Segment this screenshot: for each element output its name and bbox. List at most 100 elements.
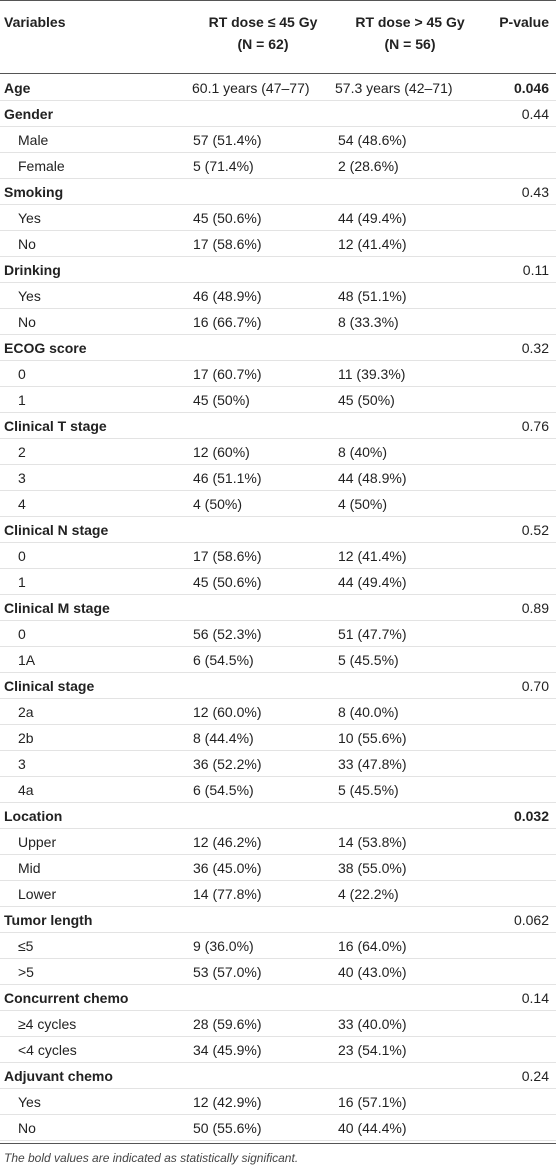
cell-low-dose: 5 (71.4%) [193, 158, 254, 174]
header-cell: Variables [4, 14, 66, 30]
table-row: Clinical N stage 0.52 [0, 517, 556, 543]
p-value: 0.43 [521, 184, 549, 200]
cell-low-dose: 28 (59.6%) [193, 1016, 262, 1032]
row-label: Clinical M stage [4, 600, 110, 616]
cell-high-dose: 12 (41.4%) [338, 236, 407, 252]
table-row: 1 45 (50.6%) 44 (49.4%) [0, 569, 556, 595]
row-label: Age [4, 80, 31, 96]
cell-high-dose: 4 (50%) [338, 496, 388, 512]
p-value: 0.14 [521, 990, 549, 1006]
table-row: 4 4 (50%) 4 (50%) [0, 491, 556, 517]
cell-high-dose: 44 (48.9%) [338, 470, 407, 486]
table-row: 2 12 (60%) 8 (40%) [0, 439, 556, 465]
header-line: (N = 56) [384, 36, 436, 52]
table-row: >5 53 (57.0%) 40 (43.0%) [0, 959, 556, 985]
row-label: 3 [18, 756, 26, 772]
row-label: Concurrent chemo [4, 990, 129, 1006]
p-value: 0.44 [521, 106, 549, 122]
cell-high-dose: 23 (54.1%) [338, 1042, 407, 1058]
table-bottom-rule [0, 1143, 556, 1144]
cell-low-dose: 60.1 years (47–77) [192, 80, 310, 96]
row-label: Mid [18, 860, 41, 876]
row-label: ECOG score [4, 340, 87, 356]
table-row: 3 36 (52.2%) 33 (47.8%) [0, 751, 556, 777]
table-row: Smoking 0.43 [0, 179, 556, 205]
cell-low-dose: 6 (54.5%) [193, 782, 254, 798]
table-row: Gender 0.44 [0, 101, 556, 127]
row-label: No [18, 1120, 36, 1136]
row-label: 2 [18, 444, 26, 460]
table-row: <4 cycles 34 (45.9%) 23 (54.1%) [0, 1037, 556, 1063]
cell-low-dose: 50 (55.6%) [193, 1120, 262, 1136]
table-row: Female 5 (71.4%) 2 (28.6%) [0, 153, 556, 179]
cell-high-dose: 14 (53.8%) [338, 834, 407, 850]
row-label: Yes [18, 1094, 41, 1110]
header-cell: RT dose > 45 Gy (N = 56) [330, 11, 490, 55]
row-label: Upper [18, 834, 57, 850]
table-row: 1 45 (50%) 45 (50%) [0, 387, 556, 413]
cell-low-dose: 45 (50.6%) [193, 210, 262, 226]
footnote: The bold values are indicated as statist… [4, 1151, 299, 1165]
cell-high-dose: 33 (47.8%) [338, 756, 407, 772]
row-label: Adjuvant chemo [4, 1068, 113, 1084]
cell-low-dose: 4 (50%) [193, 496, 243, 512]
row-label: Clinical T stage [4, 418, 107, 434]
cell-high-dose: 5 (45.5%) [338, 782, 399, 798]
row-label: 0 [18, 626, 26, 642]
table-row: No 17 (58.6%) 12 (41.4%) [0, 231, 556, 257]
cell-high-dose: 16 (57.1%) [338, 1094, 407, 1110]
table-row: 3 46 (51.1%) 44 (48.9%) [0, 465, 556, 491]
cell-low-dose: 46 (51.1%) [193, 470, 262, 486]
cell-high-dose: 4 (22.2%) [338, 886, 399, 902]
header-line: RT dose > 45 Gy [355, 14, 465, 30]
cell-high-dose: 33 (40.0%) [338, 1016, 407, 1032]
cell-high-dose: 16 (64.0%) [338, 938, 407, 954]
row-label: Location [4, 808, 63, 824]
cell-low-dose: 14 (77.8%) [193, 886, 262, 902]
table-row: No 16 (66.7%) 8 (33.3%) [0, 309, 556, 335]
table-row: Age 60.1 years (47–77) 57.3 years (42–71) 0… [0, 75, 556, 101]
table-row: Yes 12 (42.9%) 16 (57.1%) [0, 1089, 556, 1115]
table-row: 0 56 (52.3%) 51 (47.7%) [0, 621, 556, 647]
header-line: RT dose ≤ 45 Gy [208, 14, 318, 30]
row-label: 2a [18, 704, 34, 720]
cell-low-dose: 6 (54.5%) [193, 652, 254, 668]
cell-high-dose: 54 (48.6%) [338, 132, 407, 148]
p-value: 0.52 [521, 522, 549, 538]
cell-high-dose: 5 (45.5%) [338, 652, 399, 668]
cell-high-dose: 40 (43.0%) [338, 964, 407, 980]
row-label: 0 [18, 548, 26, 564]
table-row: 0 17 (58.6%) 12 (41.4%) [0, 543, 556, 569]
cell-low-dose: 12 (46.2%) [193, 834, 262, 850]
row-label: Lower [18, 886, 57, 902]
header-cell: P-value [499, 14, 549, 30]
row-label: 2b [18, 730, 34, 746]
cell-high-dose: 12 (41.4%) [338, 548, 407, 564]
table-row: Lower 14 (77.8%) 4 (22.2%) [0, 881, 556, 907]
table-row: ≥4 cycles 28 (59.6%) 33 (40.0%) [0, 1011, 556, 1037]
table-row: Upper 12 (46.2%) 14 (53.8%) [0, 829, 556, 855]
row-label: Female [18, 158, 65, 174]
cell-high-dose: 10 (55.6%) [338, 730, 407, 746]
row-label: <4 cycles [18, 1042, 77, 1058]
row-label: Clinical N stage [4, 522, 109, 538]
cell-high-dose: 45 (50%) [338, 392, 395, 408]
cell-high-dose: 8 (40%) [338, 444, 388, 460]
p-value: 0.70 [521, 678, 549, 694]
cell-low-dose: 57 (51.4%) [193, 132, 262, 148]
cell-high-dose: 8 (40.0%) [338, 704, 399, 720]
table-row: 1A 6 (54.5%) 5 (45.5%) [0, 647, 556, 673]
cell-high-dose: 44 (49.4%) [338, 210, 407, 226]
table-row: ECOG score 0.32 [0, 335, 556, 361]
cell-high-dose: 57.3 years (42–71) [335, 80, 453, 96]
row-label: Male [18, 132, 49, 148]
table-row: Location 0.032 [0, 803, 556, 829]
cell-low-dose: 17 (60.7%) [193, 366, 262, 382]
table-row: No 50 (55.6%) 40 (44.4%) [0, 1115, 556, 1141]
p-value: 0.89 [521, 600, 549, 616]
row-label: Tumor length [4, 912, 93, 928]
row-label: ≥4 cycles [18, 1016, 77, 1032]
row-label: Gender [4, 106, 54, 122]
table-row: Tumor length 0.062 [0, 907, 556, 933]
